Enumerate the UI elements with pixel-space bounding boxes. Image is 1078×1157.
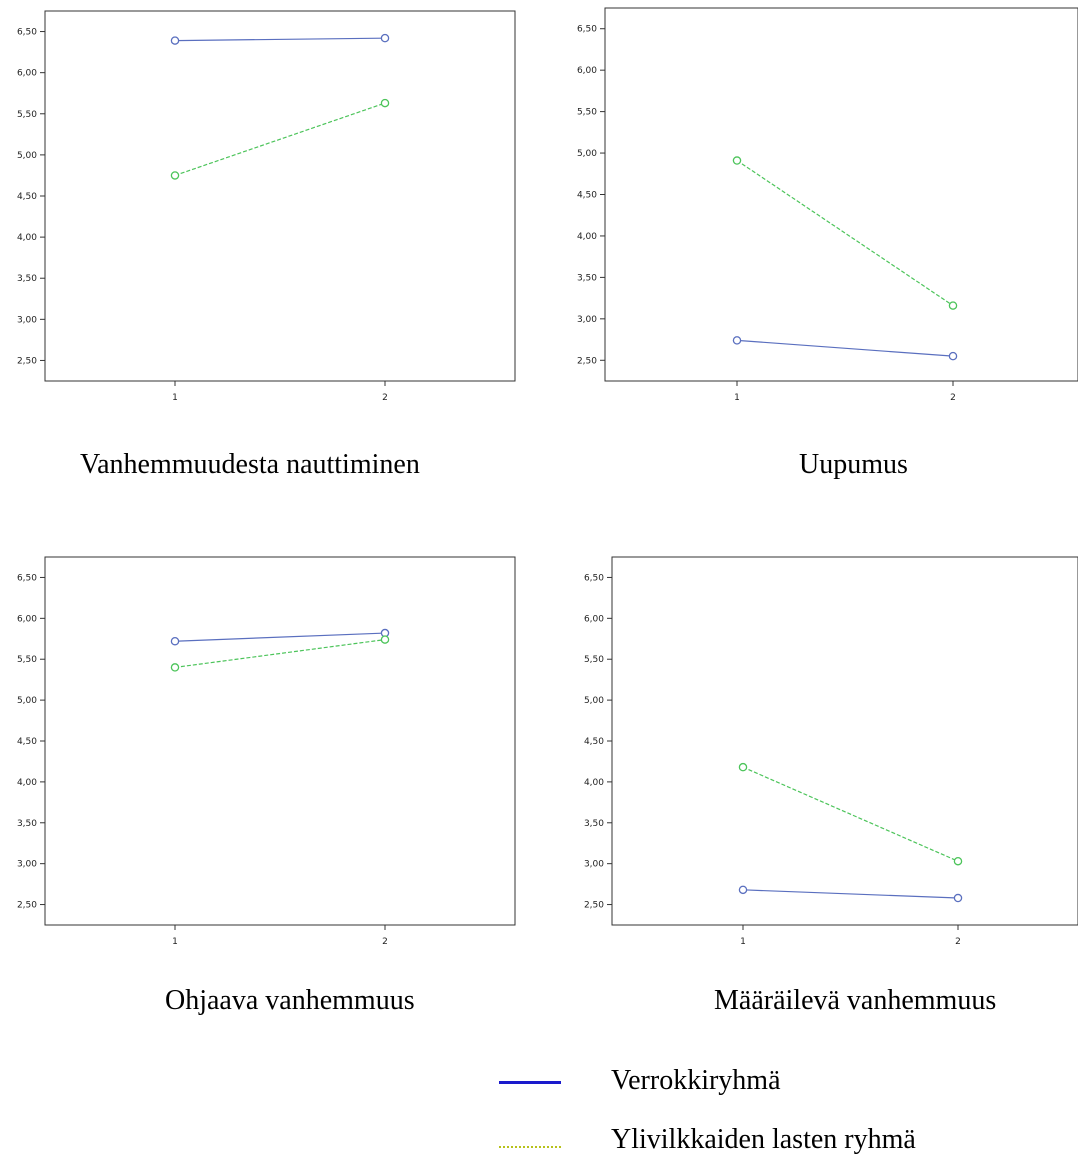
series-line-adhd bbox=[174, 639, 386, 668]
y-tick-label: 4,50 bbox=[584, 737, 604, 747]
y-tick-label: 6,00 bbox=[584, 614, 604, 624]
y-tick-label: 6,50 bbox=[17, 28, 37, 38]
data-point-adhd bbox=[953, 856, 963, 866]
x-tick-label: 2 bbox=[382, 393, 388, 403]
y-tick-label: 5,00 bbox=[577, 149, 597, 159]
y-tick-label: 5,00 bbox=[584, 696, 604, 706]
y-tick-label: 2,50 bbox=[584, 901, 604, 911]
data-point-adhd bbox=[948, 301, 958, 310]
x-tick-label: 1 bbox=[740, 937, 746, 947]
series-line-control bbox=[736, 339, 954, 357]
y-tick-label: 4,50 bbox=[17, 192, 37, 202]
data-point-adhd bbox=[732, 156, 742, 165]
data-point-control bbox=[170, 636, 180, 646]
chart-caption: Määräilevä vanhemmuus bbox=[714, 985, 997, 1016]
data-point-control bbox=[953, 893, 963, 903]
y-tick-label: 6,50 bbox=[577, 25, 597, 35]
y-tick-label: 4,50 bbox=[577, 191, 597, 201]
y-tick-label: 5,50 bbox=[584, 655, 604, 665]
x-tick-label: 2 bbox=[382, 937, 388, 947]
plot-frame bbox=[44, 556, 516, 926]
y-tick-label: 6,50 bbox=[584, 573, 604, 583]
chart-panel-4: 2,50 3,00 3,50 4,00 4,50 5,00 5,50 6,00 6,50 1 2 bbox=[584, 556, 1078, 947]
x-tick-label: 2 bbox=[955, 937, 961, 947]
data-point-control bbox=[380, 33, 390, 43]
y-tick-label: 3,00 bbox=[577, 315, 597, 325]
x-tick-label: 1 bbox=[172, 937, 178, 947]
legend-swatch-control bbox=[499, 1081, 561, 1084]
y-tick-label: 5,00 bbox=[17, 696, 37, 706]
series-line-adhd bbox=[736, 160, 954, 307]
legend-label-control: Verrokkiryhmä bbox=[611, 1065, 781, 1096]
y-tick-label: 5,50 bbox=[577, 108, 597, 118]
chart-panel-3: 2,50 3,00 3,50 4,00 4,50 5,00 5,50 6,00 6,50 1 2 bbox=[17, 556, 516, 947]
data-point-adhd bbox=[738, 762, 748, 772]
data-point-adhd bbox=[170, 171, 180, 180]
legend-label-adhd: Ylivilkkaiden lasten ryhmä bbox=[611, 1124, 916, 1155]
y-tick-label: 2,50 bbox=[577, 356, 597, 366]
x-tick-label: 1 bbox=[734, 393, 740, 403]
y-tick-label: 3,50 bbox=[17, 274, 37, 284]
y-tick-label: 2,50 bbox=[17, 356, 37, 366]
x-tick-label: 1 bbox=[172, 393, 178, 403]
chart-caption: Uupumus bbox=[799, 449, 908, 480]
chart-caption: Ohjaava vanhemmuus bbox=[165, 985, 415, 1016]
y-tick-label: 3,50 bbox=[577, 273, 597, 283]
y-tick-label: 3,50 bbox=[17, 819, 37, 829]
data-point-adhd bbox=[380, 635, 390, 644]
plot-frame bbox=[611, 556, 1078, 926]
y-tick-label: 2,50 bbox=[17, 901, 37, 911]
plot-frame bbox=[44, 10, 516, 382]
chart-panel-2: 2,50 3,00 3,50 4,00 4,50 5,00 5,50 6,00 6,50 1 2 bbox=[577, 7, 1078, 403]
y-tick-label: 4,00 bbox=[17, 778, 37, 788]
y-tick-label: 6,00 bbox=[17, 614, 37, 624]
data-point-adhd bbox=[170, 663, 180, 672]
y-tick-label: 6,00 bbox=[17, 69, 37, 79]
y-tick-label: 4,00 bbox=[17, 233, 37, 243]
y-tick-label: 4,00 bbox=[584, 778, 604, 788]
y-tick-label: 5,50 bbox=[17, 655, 37, 665]
legend-swatch-adhd bbox=[499, 1146, 561, 1148]
series-line-control bbox=[742, 889, 959, 899]
y-tick-label: 5,50 bbox=[17, 110, 37, 120]
y-tick-label: 6,00 bbox=[577, 66, 597, 76]
y-tick-label: 3,50 bbox=[584, 819, 604, 829]
data-point-control bbox=[170, 36, 180, 45]
chart-caption: Vanhemmuudesta nauttiminen bbox=[80, 449, 420, 480]
y-tick-label: 3,00 bbox=[584, 860, 604, 870]
data-point-control bbox=[948, 351, 958, 361]
y-tick-label: 3,00 bbox=[17, 315, 37, 325]
data-point-control bbox=[738, 885, 748, 895]
series-line-control bbox=[174, 37, 386, 42]
y-tick-label: 4,00 bbox=[577, 232, 597, 242]
chart-panel-1: 2,50 3,00 3,50 4,00 4,50 5,00 5,50 6,00 6,50 1 2 bbox=[17, 10, 516, 403]
data-point-adhd bbox=[380, 98, 390, 108]
data-point-control bbox=[732, 336, 742, 345]
y-tick-label: 4,50 bbox=[17, 737, 37, 747]
plot-frame bbox=[604, 7, 1078, 382]
x-tick-label: 2 bbox=[950, 393, 956, 403]
series-line-adhd bbox=[174, 102, 386, 177]
y-tick-label: 6,50 bbox=[17, 573, 37, 583]
series-line-control bbox=[174, 632, 386, 642]
y-tick-label: 3,00 bbox=[17, 860, 37, 870]
series-line-adhd bbox=[742, 766, 959, 862]
y-tick-label: 5,00 bbox=[17, 151, 37, 161]
